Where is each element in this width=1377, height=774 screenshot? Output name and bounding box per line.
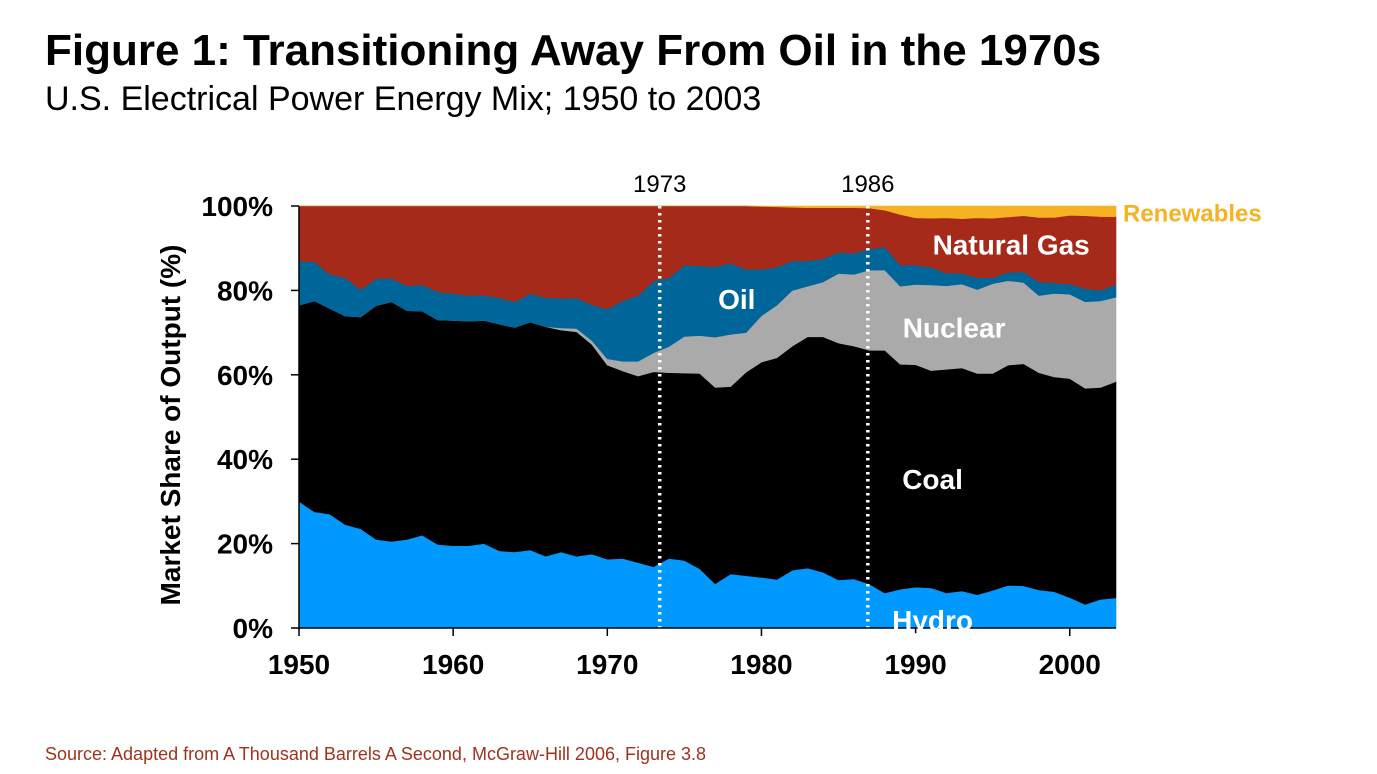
source-note: Source: Adapted from A Thousand Barrels … [45,744,707,764]
reference-lines-group: 1973 1986 [633,171,895,628]
x-tick-label: 1960 [422,649,484,680]
x-tick-label: 1950 [268,649,330,680]
area-renewables [299,205,1117,220]
y-tick-label: 20% [217,529,273,560]
y-tick-label: 40% [217,444,273,475]
x-tick-label: 2000 [1039,649,1101,680]
area-label-natural-gas: Natural Gas [933,230,1090,261]
area-series-group [298,205,1117,629]
reference-label-1973: 1973 [633,171,686,198]
figure-subtitle: U.S. Electrical Power Energy Mix; 1950 t… [45,80,762,118]
area-label-coal: Coal [902,464,963,495]
area-label-renewables: Renewables [1123,200,1262,227]
y-tick-label: 0% [233,613,274,644]
reference-label-1986: 1986 [841,171,894,198]
x-tick-label: 1990 [884,649,946,680]
x-tick-label: 1980 [730,649,792,680]
axes-group: 0% 20% 40% 60% 80% 100% 1950 1960 1970 1980 1990 20… [201,191,1116,680]
area-label-oil: Oil [718,284,755,315]
y-axis-label: Market Share of Output (%) [155,245,186,606]
area-label-nuclear: Nuclear [903,313,1006,344]
y-tick-label: 80% [217,275,273,306]
figure-title: Figure 1: Transitioning Away From Oil in… [45,26,1102,75]
y-tick-label: 100% [201,191,273,222]
x-tick-label: 1970 [576,649,638,680]
area-label-hydro: Hydro [892,605,973,636]
y-tick-label: 60% [217,360,273,391]
area-labels-group: Oil Natural Gas Nuclear Coal Hydro Renewables [718,200,1262,636]
